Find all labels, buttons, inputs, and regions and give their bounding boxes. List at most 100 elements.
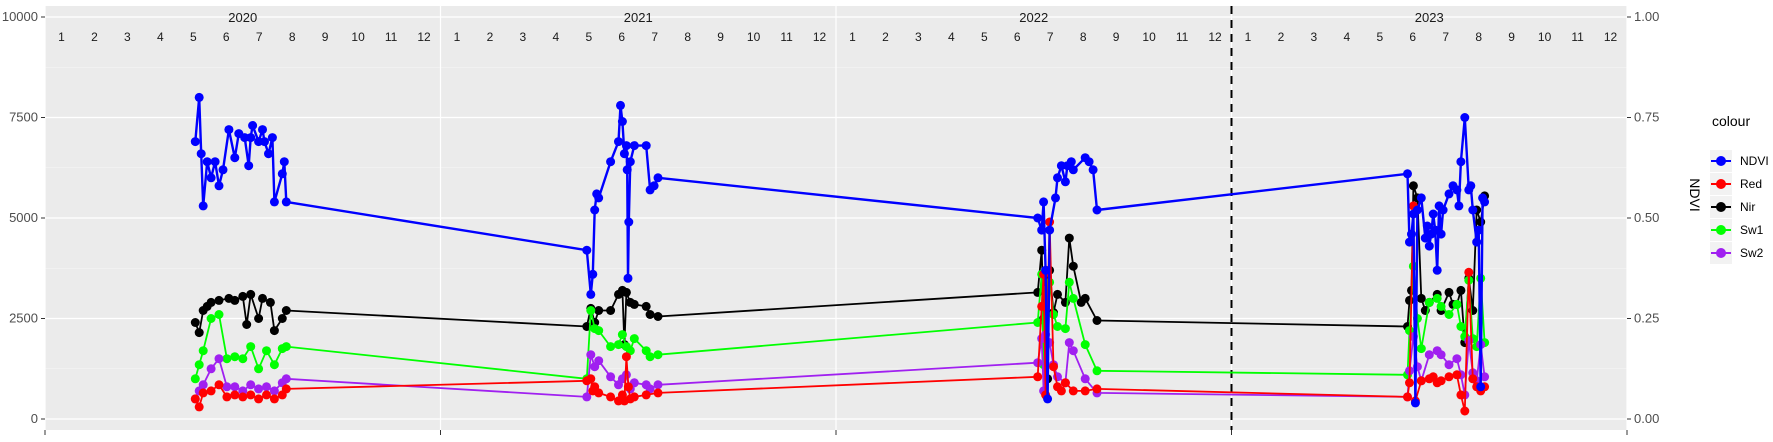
data-point-nir: [265, 297, 275, 307]
data-point-red: [1037, 301, 1047, 311]
data-point-ndvi: [210, 157, 220, 167]
month-label: 11: [1571, 30, 1584, 44]
data-point-nir: [1476, 217, 1486, 227]
series-line-ndvi: [194, 96, 1486, 405]
data-point-red: [1416, 376, 1426, 386]
data-point-red: [1080, 386, 1090, 396]
month-label: 9: [322, 30, 329, 44]
data-point-ndvi: [1422, 221, 1432, 231]
month-label: 5: [190, 30, 197, 44]
month-label: 7: [256, 30, 263, 44]
data-point-nir: [190, 318, 200, 327]
data-point-sw2: [1080, 374, 1090, 384]
data-point-ndvi: [614, 137, 623, 147]
data-point-sw1: [586, 306, 596, 315]
series-lines: [190, 92, 1490, 416]
month-label: 7: [1047, 30, 1054, 44]
data-point-red: [1444, 372, 1454, 382]
data-point-sw2: [254, 384, 264, 394]
data-point-ndvi: [616, 100, 625, 110]
data-point-nir: [1064, 233, 1074, 243]
y-axis-right: 0.00 0.25 0.50 0.75 1.00: [1627, 9, 1659, 426]
legend-label: NDVI: [1740, 154, 1769, 168]
data-point-sw1: [1068, 293, 1078, 303]
month-label: 11: [780, 30, 793, 44]
data-point-nir: [246, 289, 256, 299]
data-point-sw2: [222, 382, 232, 392]
x-axis: [44, 430, 1628, 435]
month-label: 8: [289, 30, 296, 44]
data-point-sw2: [594, 356, 604, 366]
data-point-nir: [258, 293, 267, 303]
data-point-sw1: [1049, 310, 1058, 319]
month-label: 3: [124, 30, 131, 44]
data-point-ndvi: [1468, 205, 1478, 215]
month-label: 8: [1475, 30, 1482, 44]
data-point-red: [606, 392, 616, 402]
data-point-ndvi: [1066, 157, 1076, 167]
data-point-nir: [629, 299, 639, 309]
year-labels: 2020 2021 2022 2023: [228, 10, 1443, 25]
data-point-ndvi: [1410, 398, 1420, 408]
data-point-ndvi: [267, 133, 277, 143]
data-point-ndvi: [258, 125, 267, 135]
data-point-ndvi: [1480, 197, 1490, 207]
data-point-sw2: [198, 380, 208, 390]
data-point-nir: [1080, 293, 1090, 303]
data-point-ndvi: [1428, 209, 1438, 219]
month-label: 9: [717, 30, 724, 44]
data-point-sw1: [190, 374, 200, 384]
data-point-sw1: [269, 360, 279, 370]
data-point-ndvi: [586, 289, 596, 299]
data-point-red: [1403, 392, 1412, 402]
data-point-ndvi: [196, 149, 206, 159]
data-point-sw2: [269, 386, 279, 396]
month-label: 4: [553, 30, 560, 44]
data-point-ndvi: [588, 269, 598, 279]
y-left-tick-label: 0: [31, 411, 38, 426]
data-point-ndvi: [1088, 165, 1098, 175]
month-label: 6: [223, 30, 230, 44]
data-point-ndvi: [629, 141, 639, 151]
data-point-sw2: [582, 392, 592, 402]
data-point-nir: [206, 297, 216, 307]
month-label: 10: [1142, 30, 1156, 44]
data-point-ndvi: [1068, 165, 1078, 175]
data-point-red: [1049, 362, 1058, 372]
data-point-sw1: [614, 340, 623, 350]
month-label: 12: [813, 30, 827, 44]
month-label: 11: [385, 30, 398, 44]
data-point-sw1: [194, 360, 204, 370]
month-label: 10: [351, 30, 365, 44]
data-point-sw1: [1456, 322, 1466, 331]
data-point-nir: [1456, 285, 1466, 295]
data-point-red: [222, 392, 232, 402]
data-point-sw1: [1432, 293, 1442, 303]
data-point-sw2: [606, 372, 616, 382]
data-point-nir: [645, 310, 655, 319]
data-point-sw2: [230, 382, 240, 392]
data-point-nir: [1405, 295, 1414, 305]
y-right-tick-label: 0.00: [1634, 411, 1659, 426]
legend-label: Red: [1740, 177, 1762, 191]
data-point-red: [206, 386, 216, 396]
data-point-sw2: [1064, 338, 1074, 348]
data-point-ndvi: [214, 181, 224, 191]
data-point-sw1: [254, 364, 264, 374]
data-point-red: [230, 390, 240, 400]
data-point-red: [621, 352, 631, 362]
month-label: 8: [1080, 30, 1087, 44]
data-point-ndvi: [1039, 197, 1049, 207]
month-label: 10: [1538, 30, 1552, 44]
data-point-ndvi: [218, 165, 228, 175]
y-left-tick-label: 7500: [9, 110, 38, 125]
data-point-sw1: [606, 342, 616, 352]
data-point-ndvi: [594, 193, 604, 203]
month-label: 3: [1311, 30, 1318, 44]
data-point-sw2: [1452, 354, 1462, 364]
data-point-ndvi: [1474, 225, 1484, 235]
data-point-nir: [269, 326, 279, 336]
month-label: 8: [684, 30, 691, 44]
month-label: 4: [948, 30, 955, 44]
data-point-red: [1068, 386, 1078, 396]
